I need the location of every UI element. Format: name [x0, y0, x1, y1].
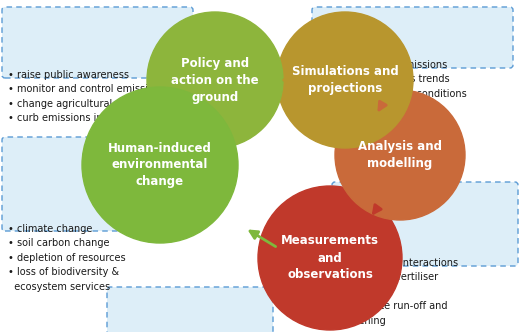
Text: Measurements
and
observations: Measurements and observations [281, 234, 379, 282]
FancyBboxPatch shape [2, 7, 193, 78]
FancyBboxPatch shape [332, 182, 518, 266]
Ellipse shape [277, 12, 413, 148]
Ellipse shape [258, 186, 402, 330]
Text: • estimate GHG emissions
• identify emissions trends
• predict future soil condi: • estimate GHG emissions • identify emis… [318, 60, 467, 99]
FancyBboxPatch shape [2, 137, 148, 231]
Text: Policy and
action on the
ground: Policy and action on the ground [171, 56, 259, 104]
Ellipse shape [147, 12, 283, 148]
Text: Simulations and
projections: Simulations and projections [292, 65, 399, 95]
FancyBboxPatch shape [107, 287, 273, 332]
Text: Analysis and
modelling: Analysis and modelling [358, 140, 442, 170]
Text: • raise public awareness
• monitor and control emissions
• change agricultural  : • raise public awareness • monitor and c… [8, 70, 172, 123]
Ellipse shape [82, 87, 238, 243]
Ellipse shape [335, 90, 465, 220]
FancyBboxPatch shape [312, 7, 513, 68]
Text: • climate change
• soil carbon change
• depletion of resources
• loss of biodive: • climate change • soil carbon change • … [8, 224, 126, 291]
Text: • model soil interactions
• maximise fertiliser
  efficiency
• estimate run-off : • model soil interactions • maximise fer… [338, 258, 458, 326]
Text: Human-induced
environmental
change: Human-induced environmental change [108, 141, 212, 189]
